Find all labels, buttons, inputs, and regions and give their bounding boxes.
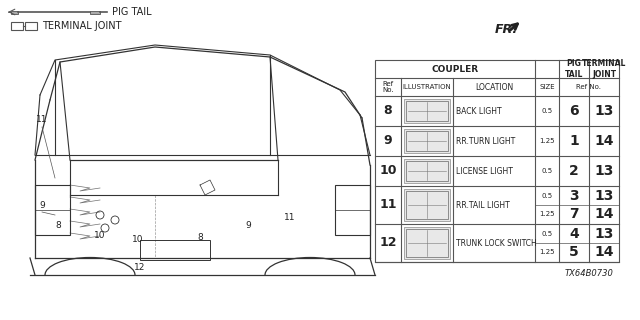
Text: RR.TAIL LIGHT: RR.TAIL LIGHT <box>456 201 509 210</box>
Text: 14: 14 <box>595 207 614 221</box>
Bar <box>35 185 70 235</box>
Text: TRUNK LOCK SWITCH: TRUNK LOCK SWITCH <box>456 238 537 247</box>
Text: LICENSE LIGHT: LICENSE LIGHT <box>456 166 513 175</box>
Text: LOCATION: LOCATION <box>475 83 513 92</box>
Text: 10: 10 <box>132 236 144 244</box>
Text: 1.25: 1.25 <box>540 138 555 144</box>
Text: TERMINAL JOINT: TERMINAL JOINT <box>42 21 122 31</box>
Text: 14: 14 <box>595 134 614 148</box>
Text: 12: 12 <box>380 236 397 250</box>
Text: 10: 10 <box>380 164 397 178</box>
Text: 13: 13 <box>595 104 614 118</box>
Text: 0.5: 0.5 <box>541 230 552 236</box>
Text: Ref No.: Ref No. <box>577 84 602 90</box>
Text: 1: 1 <box>569 134 579 148</box>
Text: 0.5: 0.5 <box>541 108 552 114</box>
Text: 0.5: 0.5 <box>541 193 552 198</box>
Bar <box>375 60 619 262</box>
Text: 13: 13 <box>595 227 614 241</box>
Bar <box>406 131 448 151</box>
Text: 8: 8 <box>55 220 61 229</box>
Text: 4: 4 <box>569 227 579 241</box>
Text: 8: 8 <box>384 105 392 117</box>
Text: 14: 14 <box>595 245 614 260</box>
Bar <box>25 22 37 30</box>
Bar <box>11 22 23 30</box>
Bar <box>404 189 450 221</box>
Text: PIG TAIL: PIG TAIL <box>112 7 152 17</box>
Text: 13: 13 <box>595 188 614 203</box>
Bar <box>404 99 450 123</box>
Text: PIG
TAIL: PIG TAIL <box>565 59 583 79</box>
Bar <box>404 159 450 183</box>
Text: 9: 9 <box>245 221 251 230</box>
Text: 11: 11 <box>36 116 48 124</box>
Text: ILLUSTRATION: ILLUSTRATION <box>403 84 451 90</box>
Text: RR.TURN LIGHT: RR.TURN LIGHT <box>456 137 515 146</box>
Bar <box>140 240 210 260</box>
Text: 11: 11 <box>284 213 296 222</box>
Text: 11: 11 <box>380 198 397 212</box>
Bar <box>406 229 448 257</box>
Text: BACK LIGHT: BACK LIGHT <box>456 107 502 116</box>
Bar <box>90 11 100 13</box>
Text: 2: 2 <box>569 164 579 178</box>
Bar <box>11 11 18 13</box>
Text: 13: 13 <box>595 164 614 178</box>
Text: 9: 9 <box>39 201 45 210</box>
Text: 0.5: 0.5 <box>541 168 552 174</box>
Text: 9: 9 <box>384 134 392 148</box>
Text: COUPLER: COUPLER <box>431 65 479 74</box>
Text: 5: 5 <box>569 245 579 260</box>
Text: 7: 7 <box>569 207 579 221</box>
Text: Ref
No.: Ref No. <box>382 81 394 93</box>
Text: TERMINAL
JOINT: TERMINAL JOINT <box>582 59 626 79</box>
Text: 8: 8 <box>197 234 203 243</box>
Bar <box>406 101 448 121</box>
Bar <box>404 129 450 153</box>
Bar <box>335 185 370 235</box>
Text: 6: 6 <box>569 104 579 118</box>
Text: 1.25: 1.25 <box>540 250 555 255</box>
Bar <box>404 227 450 259</box>
Text: TX64B0730: TX64B0730 <box>565 269 614 278</box>
Text: 3: 3 <box>569 188 579 203</box>
Text: 1.25: 1.25 <box>540 212 555 218</box>
Bar <box>406 161 448 181</box>
Text: 10: 10 <box>94 230 106 239</box>
Text: FR.: FR. <box>495 23 518 36</box>
Bar <box>406 191 448 219</box>
Text: 12: 12 <box>134 263 146 273</box>
Text: SIZE: SIZE <box>539 84 555 90</box>
